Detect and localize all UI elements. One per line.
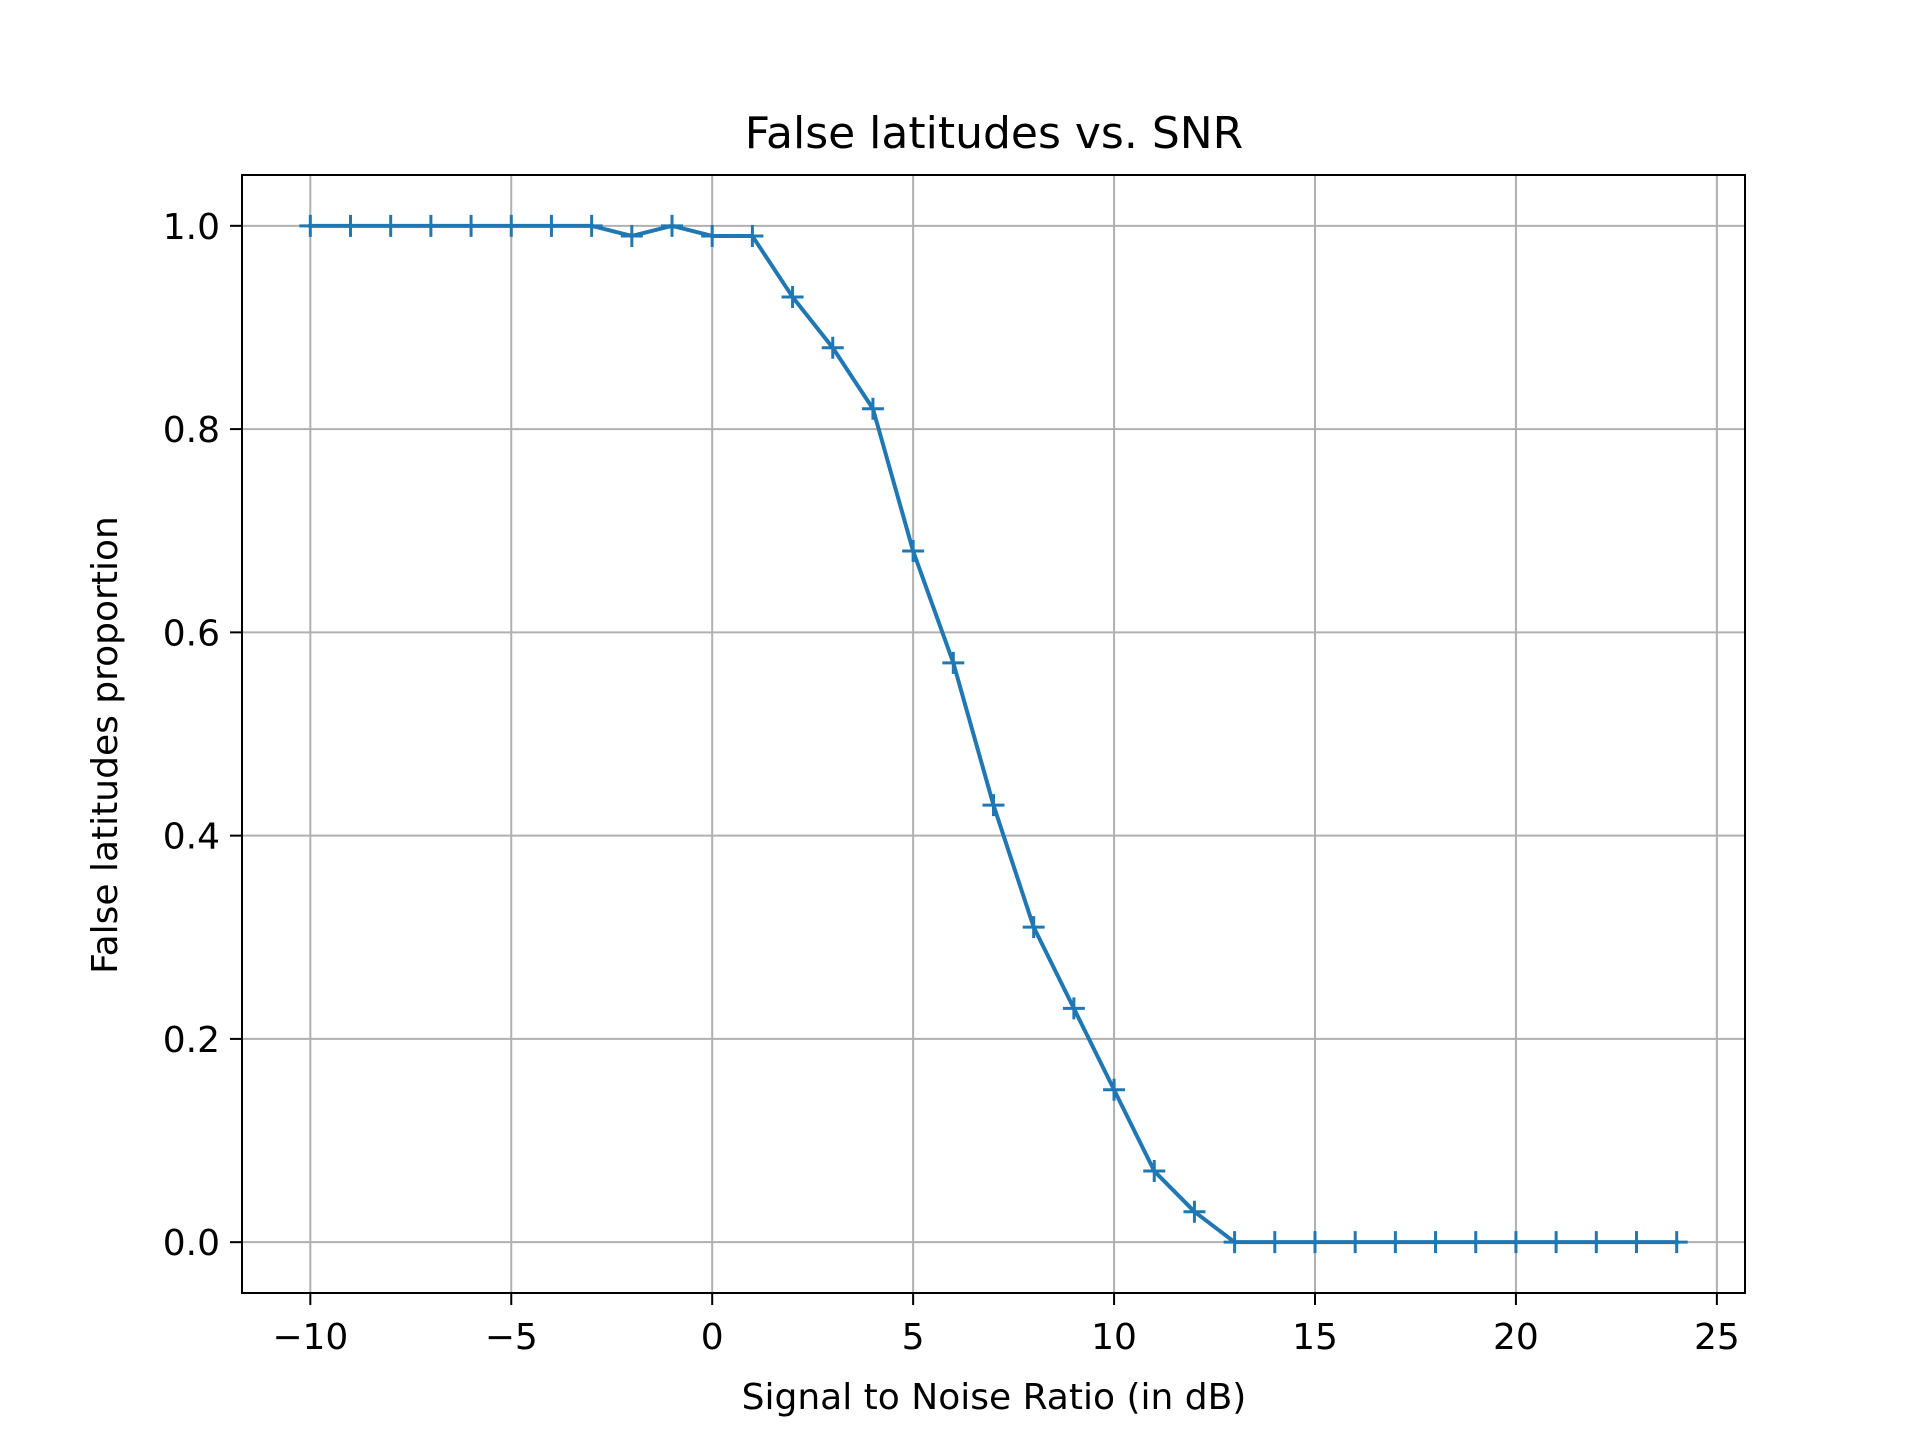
data-point-marker — [500, 214, 523, 237]
data-point-marker — [821, 336, 844, 359]
data-point-marker — [540, 214, 563, 237]
data-point-marker — [861, 397, 884, 420]
y-axis-label: False latitudes proportion — [85, 516, 126, 974]
data-point-marker — [1103, 1078, 1126, 1101]
y-tick-label: 1.0 — [163, 207, 220, 248]
data-point-marker — [1183, 1200, 1206, 1223]
y-tick-label: 0.2 — [163, 1020, 220, 1061]
x-tick-label: 5 — [902, 1317, 925, 1358]
data-point-marker — [1263, 1231, 1286, 1254]
data-point-marker — [1223, 1231, 1246, 1254]
y-tick-label: 0.6 — [163, 613, 220, 654]
data-point-marker — [1143, 1160, 1166, 1183]
data-point-marker — [1344, 1231, 1367, 1254]
data-point-marker — [1504, 1231, 1527, 1254]
x-axis-label: Signal to Noise Ratio (in dB) — [742, 1377, 1247, 1418]
data-point-marker — [1665, 1231, 1688, 1254]
ticks: −10 −5 0 5 10 15 20 25 0.0 0.2 0.4 0.6 0.8 1.0 — [163, 207, 1740, 1358]
data-point-marker — [379, 214, 402, 237]
x-tick-label: 25 — [1694, 1317, 1740, 1358]
x-tick-label: 0 — [701, 1317, 724, 1358]
series-layer — [299, 214, 1688, 1254]
x-tick-label: 10 — [1091, 1317, 1137, 1358]
data-point-marker — [299, 214, 322, 237]
data-point-marker — [339, 214, 362, 237]
x-tick-label: 15 — [1292, 1317, 1338, 1358]
data-point-marker — [982, 794, 1005, 817]
data-point-marker — [1464, 1231, 1487, 1254]
data-point-marker — [1625, 1231, 1648, 1254]
x-tick-label: −5 — [485, 1317, 538, 1358]
data-point-marker — [902, 540, 925, 563]
data-point-marker — [580, 214, 603, 237]
data-point-marker — [1424, 1231, 1447, 1254]
y-tick-label: 0.0 — [163, 1223, 220, 1264]
data-point-marker — [1022, 916, 1045, 939]
data-point-marker — [701, 224, 724, 247]
data-point-marker — [741, 224, 764, 247]
data-point-marker — [419, 214, 442, 237]
y-tick-label: 0.8 — [163, 410, 220, 451]
data-point-marker — [942, 651, 965, 674]
data-point-marker — [1545, 1231, 1568, 1254]
y-tick-label: 0.4 — [163, 817, 220, 858]
chart-title: False latitudes vs. SNR — [745, 108, 1244, 159]
data-point-marker — [460, 214, 483, 237]
plot-frame — [241, 174, 1746, 1294]
grid — [242, 175, 1745, 1293]
data-point-marker — [1585, 1231, 1608, 1254]
data-point-marker — [1304, 1231, 1326, 1254]
x-tick-label: 20 — [1493, 1317, 1539, 1358]
data-point-marker — [781, 285, 804, 308]
data-point-marker — [620, 224, 643, 247]
data-point-marker — [1062, 997, 1085, 1020]
data-point-marker — [661, 214, 684, 237]
data-point-marker — [1384, 1231, 1407, 1254]
x-tick-label: −10 — [272, 1317, 348, 1358]
